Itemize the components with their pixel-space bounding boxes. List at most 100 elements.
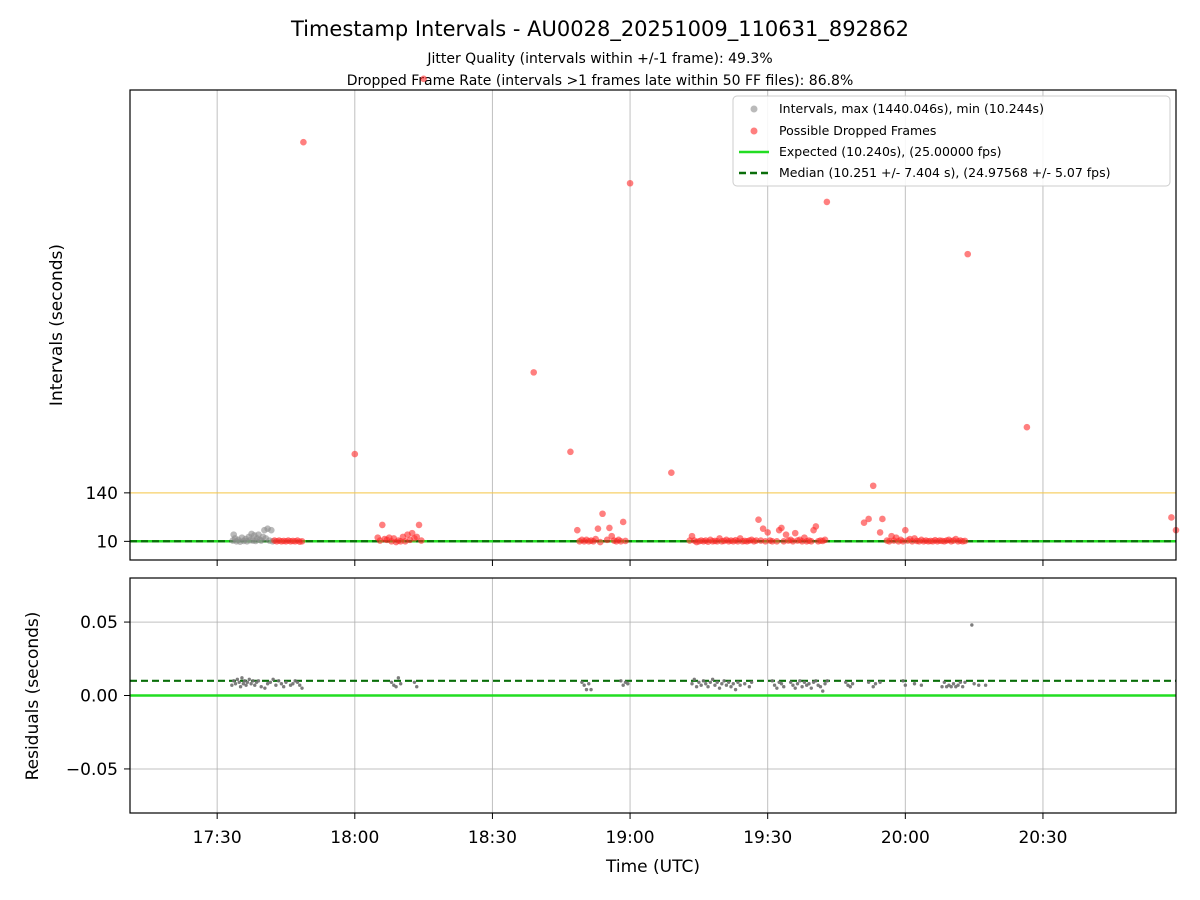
residual-point [724,683,729,687]
residual-point [866,680,871,684]
residual-point [970,623,974,627]
residual-point [821,689,825,693]
residuals-x-tick-label: 18:30 [468,828,517,848]
legend-box [732,95,1171,187]
residuals-x-tick-label: 18:00 [330,828,379,848]
residuals-y-ticks: −0.05 0.00 0.05 [66,613,130,780]
intervals-y-tick-label: 140 [86,484,118,504]
legend-label-expected: Expected (10.240s), (25.00000 fps) [779,144,1001,159]
residual-point [694,684,699,689]
residual-point [782,684,786,689]
dropped-frame-point [964,250,972,258]
residual-point [747,684,752,689]
dropped-frame-point [812,523,820,530]
residual-point [396,676,401,680]
residual-point [281,684,286,689]
dropped-frame-point [619,518,627,526]
residual-point [389,680,394,684]
residual-point [704,682,708,686]
residual-point [295,680,300,684]
residual-point [265,682,270,686]
chart-title: Timestamp Intervals - AU0028_20251009_11… [290,17,909,42]
residuals-panel: 17:30 18:00 18:30 19:00 19:30 20:00 20:30 −0.0… [23,577,1177,877]
residual-point [247,677,251,682]
dropped-frame-point [300,138,307,146]
dropped-frame-point [961,537,969,545]
residual-point [972,682,976,686]
residual-point [589,687,593,692]
residual-point [580,680,584,684]
residual-point [710,677,715,682]
chart-subtitle-dropped: Dropped Frame Rate (intervals >1 frames … [347,73,854,89]
residual-point [253,683,257,687]
residual-point [587,682,591,686]
residual-point [699,683,703,687]
dropped-frame-point [351,450,359,458]
residual-point [621,683,625,687]
dropped-frame-point [594,525,602,532]
residual-point [731,682,735,686]
residual-point [245,680,250,684]
residual-point [743,682,747,686]
dropped-frame-point [752,537,760,544]
dropped-frame-point [869,482,877,490]
dropped-frame-point [778,524,785,532]
residual-point [749,680,754,684]
dropped-frame-point [415,521,423,529]
residual-point [878,680,882,684]
residual-point [713,683,717,687]
residual-point [825,679,830,683]
dropped-frame-point [759,525,767,532]
residual-point [791,683,795,687]
residuals-x-ticks: 17:30 18:00 18:30 19:00 19:30 20:00 20:30 [193,813,1067,848]
legend-marker-intervals [750,105,758,113]
residual-point [951,682,956,686]
dropped-frame-point [418,537,425,544]
residual-point [398,682,403,686]
residual-point [300,686,304,690]
residuals-x-tick-label: 19:00 [606,828,655,848]
dropped-frame-point [420,75,427,83]
residual-point [268,680,273,684]
residual-point [871,684,875,689]
residual-point [818,684,823,689]
dropped-frame-point [860,519,868,526]
residual-point [729,684,733,689]
dropped-frame-point [574,526,581,534]
residual-point [697,680,701,684]
legend-label-dropped: Possible Dropped Frames [779,123,936,138]
dropped-frame-point [773,538,781,545]
dropped-frame-point [764,529,771,536]
residual-point [802,680,807,684]
interval-point [268,526,275,534]
residual-point [701,679,706,683]
residual-point [284,680,288,684]
residual-point [795,682,800,686]
residual-point [271,677,275,682]
dropped-frame-point [408,529,416,537]
dropped-frame-point [596,538,604,546]
intervals-y-axis-label: Intervals (seconds) [47,244,67,406]
residual-point [770,679,774,683]
residual-point [963,680,967,684]
residual-point [240,676,244,680]
residuals-y-tick-label: −0.05 [66,760,118,780]
dropped-frame-point [807,538,815,545]
residual-point [793,686,797,690]
residual-point [298,683,302,687]
residual-point [983,683,988,687]
intervals-axes-frame [129,89,1177,561]
dropped-frame-point [755,516,762,524]
dropped-frame-point [622,537,629,545]
residual-point [256,679,261,683]
residual-point [692,677,696,682]
residual-point [276,679,281,683]
dropped-frame-point [379,521,386,529]
intervals-x-ticks [216,560,1044,566]
residual-point [238,684,243,689]
dropped-frame-point [823,198,831,206]
residual-point [788,680,793,684]
residual-point [249,682,253,686]
residual-point [237,680,241,684]
residual-point [958,680,963,684]
